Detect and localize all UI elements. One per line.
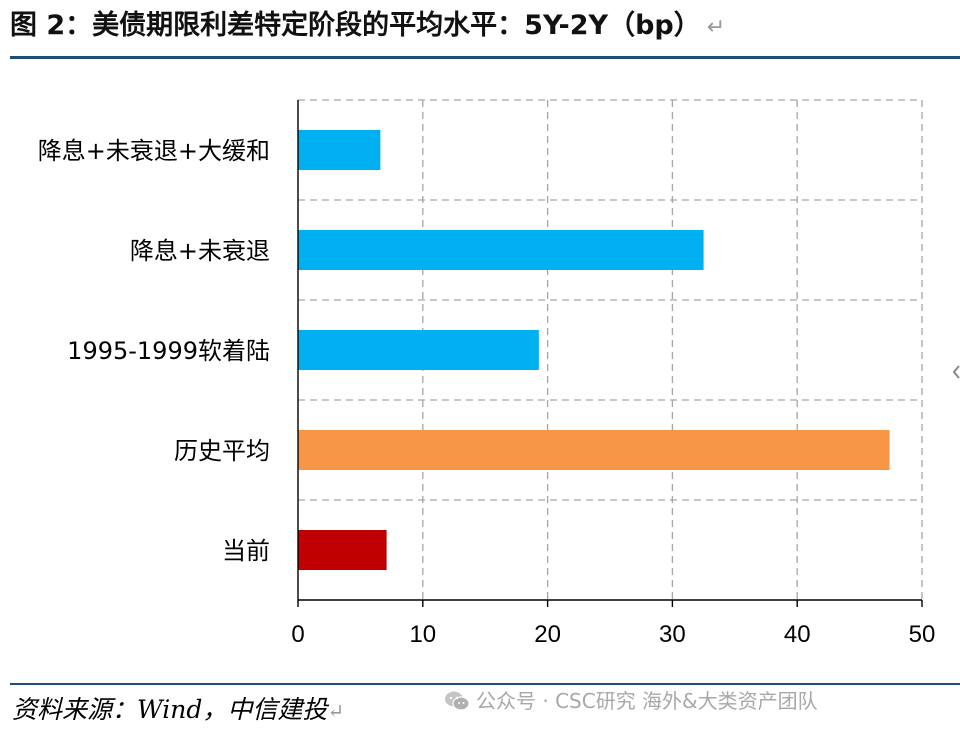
bar-4: [298, 530, 387, 570]
source-note: 资料来源：Wind，中信建投↵: [12, 690, 344, 730]
title-divider: [10, 56, 960, 59]
bar-0: [298, 130, 381, 170]
watermark-text: 公众号 · CSC研究 海外&大类资产团队: [476, 689, 818, 713]
title-return-mark: ↵: [706, 15, 726, 40]
bar-3: [298, 430, 890, 470]
x-tick-label-5: 50: [909, 621, 936, 648]
source-return-mark: ↵: [327, 699, 345, 723]
category-label-0: 降息+未衰退+大缓和: [38, 137, 270, 165]
bar-2: [298, 330, 539, 370]
bar-1: [298, 230, 704, 270]
watermark: 公众号 · CSC研究 海外&大类资产团队: [444, 686, 818, 716]
x-tick-label-0: 0: [291, 621, 304, 648]
category-label-2: 1995-1999软着陆: [67, 337, 270, 365]
category-label-3: 历史平均: [174, 437, 270, 465]
figure-title-text: 图 2：美债期限利差特定阶段的平均水平：5Y-2Y（bp）: [10, 10, 701, 41]
x-tick-label-1: 10: [409, 621, 436, 648]
x-tick-label-3: 30: [659, 621, 686, 648]
wechat-icon: [445, 691, 470, 711]
category-label-4: 当前: [222, 537, 270, 565]
source-text: 资料来源：Wind，中信建投: [12, 695, 328, 724]
figure-title: 图 2：美债期限利差特定阶段的平均水平：5Y-2Y（bp） ↵: [10, 6, 725, 46]
side-arrow-icon: [952, 365, 960, 379]
x-tick-label-2: 20: [534, 621, 561, 648]
x-tick-label-4: 40: [784, 621, 811, 648]
source-divider: [10, 683, 960, 685]
category-label-1: 降息+未衰退: [130, 237, 270, 265]
